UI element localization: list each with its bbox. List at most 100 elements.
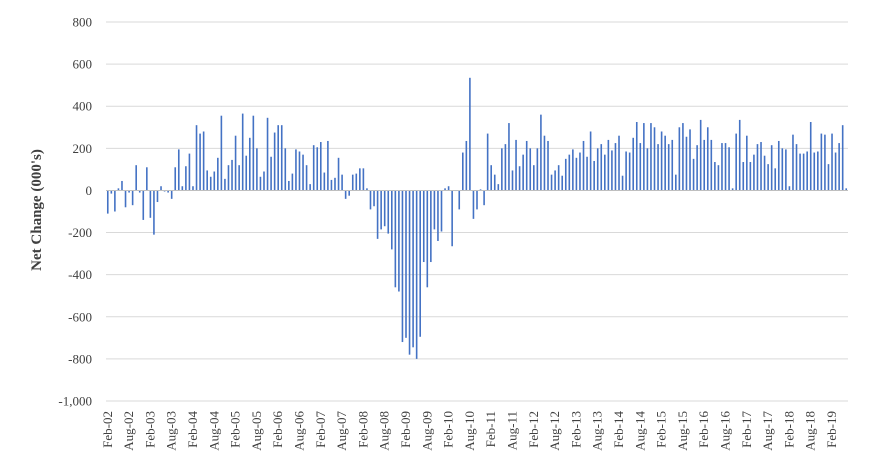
- bar: [188, 153, 191, 191]
- bar: [728, 147, 730, 191]
- bar: [444, 188, 446, 191]
- bar: [607, 139, 610, 191]
- bar: [582, 140, 585, 191]
- x-tick-label: Feb-18: [781, 411, 796, 448]
- bar: [753, 154, 755, 191]
- bar: [408, 190, 411, 355]
- bar: [774, 168, 777, 191]
- bar: [533, 165, 535, 191]
- bar: [611, 150, 613, 191]
- bar: [376, 190, 379, 239]
- bar: [746, 135, 748, 191]
- bar: [217, 157, 219, 191]
- bar: [845, 188, 848, 191]
- bar: [224, 178, 226, 191]
- bar: [160, 186, 162, 191]
- bar: [415, 190, 418, 359]
- bar: [117, 188, 120, 191]
- bar: [696, 145, 698, 191]
- bar: [412, 190, 414, 348]
- bar: [692, 158, 695, 191]
- bar: [472, 190, 475, 219]
- bar: [373, 190, 375, 207]
- bar: [341, 174, 343, 191]
- bar: [710, 139, 713, 191]
- bar: [497, 184, 500, 191]
- bar: [298, 151, 301, 191]
- bar: [600, 144, 603, 191]
- bar: [518, 166, 521, 191]
- bar: [295, 149, 297, 191]
- bar: [824, 134, 826, 191]
- bar: [536, 148, 539, 191]
- bar: [760, 142, 762, 191]
- bar: [462, 152, 464, 191]
- x-tick-label: Aug-05: [249, 411, 264, 451]
- bar: [124, 190, 127, 208]
- x-tick-label: Feb-14: [611, 411, 626, 448]
- bar: [138, 190, 141, 193]
- bar: [167, 190, 169, 193]
- bar: [653, 127, 656, 191]
- bar: [309, 184, 311, 191]
- x-tick-label: Aug-13: [590, 411, 605, 451]
- bar: [405, 190, 407, 338]
- bar: [703, 139, 706, 191]
- bar: [359, 168, 361, 191]
- y-tick-label: 400: [73, 99, 93, 114]
- bar: [650, 123, 652, 191]
- bar: [568, 154, 571, 191]
- bar: [391, 190, 393, 250]
- bar: [806, 151, 808, 191]
- bar: [738, 119, 741, 191]
- y-axis-title: Net Change (000's): [29, 149, 45, 271]
- bar: [128, 190, 130, 193]
- bar: [231, 159, 233, 191]
- bar: [735, 133, 737, 191]
- bar: [266, 117, 269, 191]
- x-tick-label: Aug-15: [675, 411, 690, 451]
- bar: [312, 145, 315, 191]
- bar: [632, 137, 635, 191]
- bar: [724, 143, 727, 191]
- bar: [586, 156, 588, 191]
- bar: [209, 176, 212, 191]
- bar: [241, 113, 244, 191]
- bar: [135, 165, 137, 191]
- bar: [476, 190, 478, 210]
- bar: [131, 190, 134, 206]
- bar: [667, 144, 670, 191]
- x-tick-label: Feb-12: [526, 411, 541, 448]
- bar: [540, 114, 542, 191]
- x-tick-label: Aug-16: [718, 411, 733, 451]
- bar: [280, 125, 283, 191]
- bar: [714, 162, 716, 191]
- bar: [490, 165, 492, 191]
- x-tick-label: Feb-07: [313, 411, 328, 448]
- bar: [227, 165, 230, 191]
- bar: [802, 153, 805, 191]
- x-tick-label: Feb-17: [739, 411, 754, 448]
- bar: [302, 154, 304, 191]
- y-tick-label: 600: [73, 57, 93, 72]
- bar: [156, 190, 159, 203]
- bar: [220, 115, 223, 191]
- bar: [508, 123, 510, 191]
- bar: [394, 190, 397, 288]
- x-tick-label: Aug-07: [334, 411, 349, 451]
- bar: [564, 158, 567, 191]
- bar: [319, 142, 322, 191]
- bar: [351, 174, 354, 191]
- bar: [263, 171, 265, 191]
- bar: [149, 190, 152, 218]
- x-tick-label: Aug-02: [121, 411, 136, 451]
- bar: [398, 190, 400, 292]
- bar: [572, 149, 574, 191]
- x-tick-label: Aug-04: [206, 411, 221, 451]
- x-tick-label: Aug-12: [547, 411, 562, 451]
- bar: [777, 140, 780, 191]
- x-tick-label: Aug-06: [291, 411, 306, 451]
- x-tick-label: Aug-09: [419, 411, 434, 451]
- bar: [511, 170, 514, 191]
- bar: [483, 190, 485, 206]
